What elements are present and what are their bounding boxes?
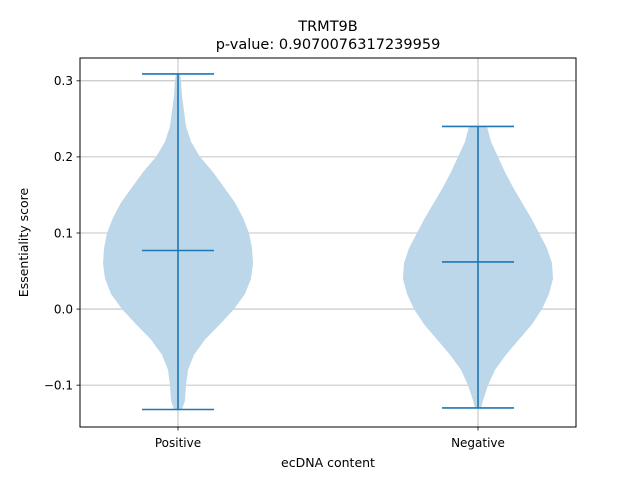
chart-subtitle: p-value: 0.9070076317239959 <box>216 37 441 53</box>
y-tick-label: −0.1 <box>44 378 73 392</box>
x-tick-label: Positive <box>155 436 201 450</box>
y-axis-label: Essentiality score <box>16 188 31 298</box>
chart-title: TRMT9B <box>297 19 357 35</box>
y-tick-label: 0.3 <box>54 74 73 88</box>
x-axis-label: ecDNA content <box>281 455 375 470</box>
statistics-layer <box>142 73 514 411</box>
plot-frame <box>79 57 577 428</box>
y-tick-label: 0.0 <box>54 302 73 316</box>
y-tick-label: 0.1 <box>54 226 73 240</box>
x-tick-label: Negative <box>451 436 505 450</box>
y-tick-label: 0.2 <box>54 150 73 164</box>
violin-layer <box>103 74 553 410</box>
tick-layer: −0.1 0.0 0.1 0.2 0.3 Positive Negative <box>44 74 505 450</box>
